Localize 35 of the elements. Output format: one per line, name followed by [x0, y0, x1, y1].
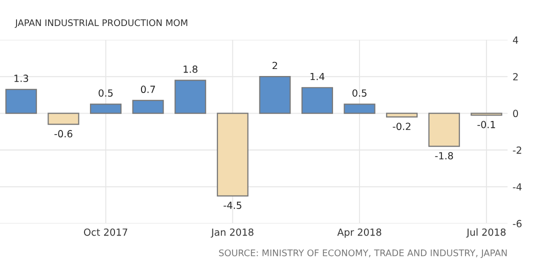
x-tick-label: Apr 2018 [337, 228, 382, 238]
data-label: -4.5 [224, 202, 242, 209]
bar [301, 87, 334, 114]
data-label: 2 [272, 62, 278, 70]
x-tick-label: Jan 2018 [210, 228, 254, 238]
bar [5, 88, 37, 114]
bar [259, 76, 291, 114]
data-label: 0.5 [352, 89, 366, 97]
x-tick-label: Jul 2018 [466, 228, 506, 238]
data-label: -0.2 [392, 122, 410, 130]
bar [48, 112, 80, 125]
bar [174, 80, 206, 114]
y-tick-label: -6 [512, 220, 522, 228]
data-label: 1.4 [310, 72, 324, 80]
data-label: 1.3 [14, 74, 28, 82]
data-label: -0.6 [54, 130, 72, 138]
bar [428, 112, 460, 147]
data-label: -1.8 [435, 152, 453, 160]
bar [132, 100, 164, 114]
x-tick-label: Oct 2017 [84, 228, 128, 236]
data-label: -0.1 [477, 120, 496, 128]
y-tick-label: 0 [513, 110, 518, 118]
bar [216, 112, 248, 196]
bar [90, 104, 122, 114]
source-note: SOURCE: MINISTRY OF ECONOMY, TRADE AND INDUSTRY, JAPAN [219, 249, 507, 258]
chart-title: JAPAN INDUSTRIAL PRODUCTION MOM [14, 19, 188, 28]
bar [344, 104, 376, 114]
y-tick-label: -4 [512, 183, 522, 190]
y-tick-label: 2 [513, 73, 518, 80]
y-tick-label: 4 [512, 36, 518, 44]
data-label: 1.8 [184, 65, 198, 73]
data-label: 0.7 [140, 86, 155, 94]
data-label: 0.5 [98, 89, 113, 97]
bar [386, 112, 418, 118]
y-tick-label: -2 [512, 146, 522, 154]
